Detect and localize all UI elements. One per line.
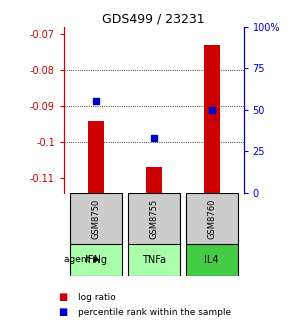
- Text: IFNg: IFNg: [85, 255, 107, 265]
- Bar: [146, 167, 162, 193]
- Text: percentile rank within the sample: percentile rank within the sample: [78, 308, 231, 317]
- Text: agent ▶: agent ▶: [64, 255, 100, 264]
- Bar: [70, 244, 122, 276]
- Text: GSM8760: GSM8760: [207, 198, 216, 239]
- Bar: [128, 193, 180, 244]
- Text: IL4: IL4: [204, 255, 219, 265]
- Text: log ratio: log ratio: [78, 293, 116, 302]
- Bar: [204, 45, 220, 193]
- Text: TNFa: TNFa: [142, 255, 166, 265]
- Title: GDS499 / 23231: GDS499 / 23231: [102, 13, 205, 26]
- Text: ■: ■: [58, 292, 67, 302]
- Bar: [88, 121, 104, 193]
- Text: ■: ■: [58, 307, 67, 318]
- Text: GSM8755: GSM8755: [149, 198, 158, 239]
- Text: GSM8750: GSM8750: [91, 198, 100, 239]
- Bar: [186, 244, 238, 276]
- Bar: [128, 244, 180, 276]
- Bar: [70, 193, 122, 244]
- Bar: [186, 193, 238, 244]
